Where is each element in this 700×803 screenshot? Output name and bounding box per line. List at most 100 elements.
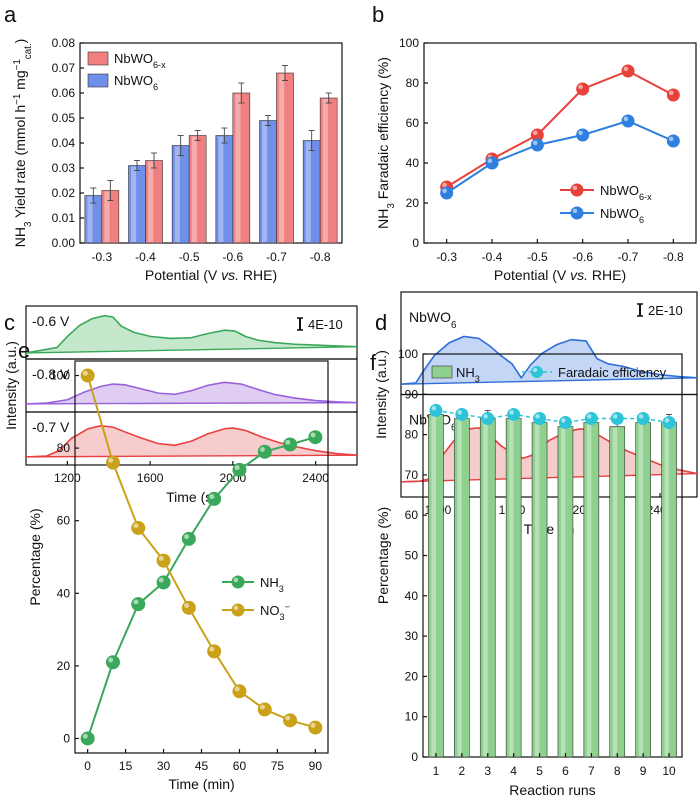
data-point-b (621, 114, 635, 128)
data-point-b (485, 156, 499, 170)
legend-label-b: NbWO6-x (600, 183, 652, 202)
data-point-b-shine (578, 130, 583, 136)
y-axis-label-a-part: mg (12, 70, 28, 93)
data-point-b-shine (668, 90, 674, 96)
data-point-e (156, 553, 171, 568)
legend-label-f: Faradaic efficiency (558, 365, 667, 380)
data-point-f-shine (664, 418, 670, 423)
x-ticklabel-f: 2 (459, 764, 466, 778)
data-point-f (558, 416, 572, 430)
legend-label-e-part: − (285, 602, 290, 612)
data-point-b (530, 138, 544, 152)
x-ticklabel-f: 9 (640, 764, 647, 778)
y-axis-a-ticklabel: 0.08 (52, 36, 76, 50)
y-axis-a-ticklabel: 0.01 (52, 211, 76, 225)
trace-label-c: -0.6 V (32, 313, 70, 329)
data-point-b-shine (487, 158, 493, 164)
x-ticklabel-c: 1200 (54, 471, 81, 485)
data-point-f (481, 411, 495, 425)
y-axis-a-ticklabel: 0.03 (52, 161, 76, 175)
legend-label-e-part: NH (260, 575, 279, 590)
bar-a-highlight (218, 136, 224, 242)
x-ticklabel-f: 6 (562, 764, 569, 778)
data-point-b (666, 88, 680, 102)
data-point-f-shine (586, 414, 592, 419)
data-point-b-shine (442, 182, 447, 188)
trace-label-c-part: -0.7 V (32, 419, 70, 435)
chart-b: 0 20 40 60 80 100 -0.3 -0.4 -0.5 -0.6 -0.7 -0.8 Pote… (375, 36, 697, 283)
bar-a-highlight (174, 146, 180, 242)
trace-fill-d (401, 427, 697, 482)
trace-line-c (25, 381, 358, 405)
legend-label-b-part: 6-x (639, 192, 652, 202)
x-ticklabel-f: 3 (484, 764, 491, 778)
x-ticklabel-b: -0.5 (527, 250, 548, 264)
bar-f-highlight (586, 423, 592, 756)
y-axis-f-ticklabel: 40 (405, 589, 419, 603)
chart-a: 0.00 0.01 0.02 0.03 0.04 0.05 0.06 0.07 0.08 -0.3… (12, 36, 343, 283)
data-point-e-shine (234, 686, 240, 692)
bar-a-highlight (148, 161, 154, 242)
data-point-e-shine (285, 715, 291, 721)
trace-line-c (25, 314, 358, 354)
panel-letter-a: a (4, 2, 17, 27)
data-point-e-shine (133, 523, 139, 529)
scale-bar-label-c: 4E-10 (308, 317, 343, 332)
series-line-f (435, 409, 670, 424)
legend-label-e-part: NO (260, 603, 280, 618)
x-axis-label-a-part: vs. (221, 267, 239, 283)
legend-marker-e-shine (233, 605, 239, 611)
y-axis-label-d: Intensity (a.u.) (373, 350, 389, 439)
subplot-d (400, 393, 698, 498)
y-axis-e-ticklabel: 60 (57, 514, 71, 528)
legend-label-b-part: NbWO (600, 183, 639, 198)
y-axis-f-ticklabel: 20 (405, 669, 419, 683)
x-axis-label-c: Time (s) (166, 489, 217, 505)
data-point-e (181, 600, 196, 615)
legend-swatch-a (87, 73, 109, 88)
y-axis-a-ticklabel: 0.07 (52, 61, 76, 75)
data-point-f (584, 411, 598, 425)
trace-label-c-part: -0.6 V (32, 313, 70, 329)
legend-marker-b-shine (572, 208, 578, 214)
y-axis-f-ticklabel: 100 (398, 347, 418, 361)
x-ticklabel-e: 30 (157, 759, 171, 773)
bar-f-highlight (457, 419, 462, 756)
x-ticklabel-a: -0.8 (310, 250, 331, 264)
trace-label-c: -0.7 V (32, 419, 70, 435)
data-point-f (662, 416, 676, 430)
y-axis-a-ticklabel: 0.00 (52, 236, 76, 250)
legend-label-b-part: 6 (639, 215, 644, 225)
x-axis-label-a-part: Potential (V (145, 267, 221, 283)
data-point-b (440, 186, 454, 200)
legend-marker-b (570, 206, 584, 220)
y-axis-e-ticklabel: 80 (57, 441, 71, 455)
data-point-b-shine (623, 66, 629, 72)
data-point-b-shine (623, 116, 629, 122)
y-axis-label-a: NH3 Yield rate (mmol h−1 mg−1cat.) (12, 39, 34, 248)
data-point-e (131, 597, 146, 612)
panel-letter-b: b (372, 2, 384, 27)
legend-label-a: NbWO6 (114, 73, 158, 92)
y-axis-b-ticklabel: 60 (406, 116, 420, 130)
y-axis-f-ticklabel: 0 (411, 750, 418, 764)
chart-e: 0 20 40 60 80 100 0 15 30 45 60 75 90 Time (min) Perce… (27, 360, 329, 792)
x-ticklabel-f: 1 (433, 764, 440, 778)
y-axis-e-ticklabel: 0 (63, 731, 70, 745)
trace-baseline-c (25, 454, 358, 458)
data-point-e (308, 430, 323, 445)
y-axis-a-ticklabel: 0.04 (52, 136, 76, 150)
data-point-f (429, 403, 443, 417)
data-point-e-shine (234, 465, 240, 471)
y-axis-f-ticklabel: 30 (405, 629, 419, 643)
x-axis-label-b-part: Potential (V (494, 267, 570, 283)
bar-f-highlight (509, 419, 514, 756)
x-ticklabel-b: -0.6 (572, 250, 593, 264)
x-ticklabel-e: 15 (119, 759, 133, 773)
trace-baseline-c (25, 401, 358, 405)
series-line-b (446, 119, 674, 194)
y-axis-label-c: Intensity (a.u.) (3, 341, 19, 430)
y-axis-a-ticklabel: 0.02 (52, 186, 76, 200)
y-axis-f-ticklabel: 50 (405, 549, 419, 563)
